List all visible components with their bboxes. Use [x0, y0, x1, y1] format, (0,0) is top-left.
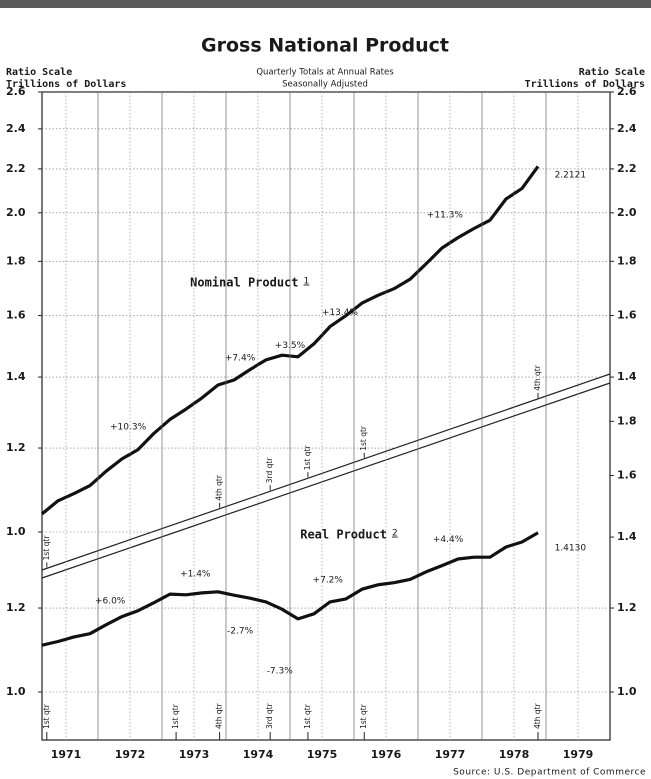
y-tick-label: 2.4 — [6, 122, 26, 135]
panel-grid — [42, 607, 610, 693]
annotation: -2.7% — [227, 626, 254, 636]
y2-tick-label: 1.6 — [617, 469, 637, 482]
series-line — [41, 531, 539, 647]
cycle-marker: 1st qtr — [303, 445, 312, 471]
cycle-marker: 1st qtr — [303, 703, 312, 729]
subtitle: Seasonally Adjusted — [282, 80, 368, 90]
axis-break — [41, 382, 611, 579]
cycle-marker: 1st qtr — [171, 703, 180, 729]
x-tick-label: 1977 — [435, 748, 466, 761]
y-tick-label: 2.0 — [6, 206, 26, 219]
series-note: 2 — [392, 529, 398, 539]
y-tick-label: 1.0 — [6, 525, 26, 538]
right-axis-label: Ratio Scale — [579, 66, 645, 78]
annotation: +13.4% — [322, 308, 359, 318]
y-tick-label: 1.2 — [6, 441, 26, 454]
y2-tick-label: 1.6 — [617, 309, 637, 322]
y2-tick-label: 2.2 — [617, 162, 637, 175]
x-tick-label: 1979 — [563, 748, 594, 761]
cycle-marker: 1st qtr — [42, 703, 51, 729]
cycle-marker: 4th qtr — [215, 702, 224, 729]
y-tick-label: 1.2 — [6, 601, 26, 614]
x-tick-label: 1975 — [307, 748, 338, 761]
x-tick-label: 1971 — [51, 748, 82, 761]
y-tick-label: 1.6 — [6, 309, 26, 322]
left-axis-label: Trillions of Dollars — [6, 78, 126, 90]
annotation: +1.4% — [180, 570, 211, 580]
annotation: 2.2121 — [555, 171, 587, 181]
series-note: 1 — [304, 277, 310, 287]
y2-tick-label: 2.0 — [617, 206, 637, 219]
y2-tick-label: 1.0 — [617, 685, 637, 698]
y2-tick-label: 1.2 — [617, 601, 637, 614]
series-label: Real Product — [300, 528, 387, 542]
x-tick-label: 1978 — [499, 748, 530, 761]
source: Source: U.S. Department of Commerce — [453, 768, 646, 778]
annotation: +11.3% — [427, 211, 464, 221]
annotation: +10.3% — [110, 423, 147, 433]
x-tick-label: 1976 — [371, 748, 402, 761]
plot-frame — [41, 91, 611, 741]
y2-tick-label: 2.6 — [617, 85, 637, 98]
cycle-marker: 1st qtr — [359, 425, 368, 451]
x-tick-label: 1972 — [115, 748, 146, 761]
y2-tick-label: 1.4 — [617, 530, 637, 543]
x-tick-label: 1973 — [179, 748, 210, 761]
left-axis-label: Ratio Scale — [6, 66, 72, 78]
cycle-marker: 4th qtr — [215, 474, 224, 501]
y-tick-label: 2.6 — [6, 85, 26, 98]
annotation: 1.4130 — [555, 544, 587, 554]
right-axis-label: Trillions of Dollars — [525, 78, 645, 90]
cycle-marker: 4th qtr — [533, 702, 542, 729]
y-tick-label: 1.0 — [6, 685, 26, 698]
subtitle: Quarterly Totals at Annual Rates — [256, 68, 394, 78]
y2-tick-label: 1.8 — [617, 414, 637, 427]
cycle-marker: 4th qtr — [533, 364, 542, 391]
cycle-marker: 3rd qtr — [265, 702, 274, 729]
y-tick-label: 1.4 — [6, 370, 26, 383]
cycle-marker: 1st qtr — [42, 535, 51, 561]
annotation: +4.4% — [433, 535, 464, 545]
axis-break — [41, 373, 611, 571]
chart-title: Gross National Product — [201, 35, 449, 57]
y2-tick-label: 1.4 — [617, 370, 637, 383]
annotation: +6.0% — [95, 597, 126, 607]
annotation: +7.4% — [225, 354, 256, 364]
top-band — [0, 0, 651, 8]
cycle-marker: 3rd qtr — [265, 457, 274, 484]
y-tick-label: 2.2 — [6, 162, 26, 175]
y-tick-label: 1.8 — [6, 254, 26, 267]
x-tick-label: 1974 — [243, 748, 274, 761]
annotation: -7.3% — [267, 666, 294, 676]
y2-tick-label: 1.8 — [617, 254, 637, 267]
annotation: +7.2% — [313, 575, 344, 585]
cycle-marker: 1st qtr — [359, 703, 368, 729]
series-label: Nominal Product — [190, 276, 298, 290]
y2-tick-label: 2.4 — [617, 122, 637, 135]
